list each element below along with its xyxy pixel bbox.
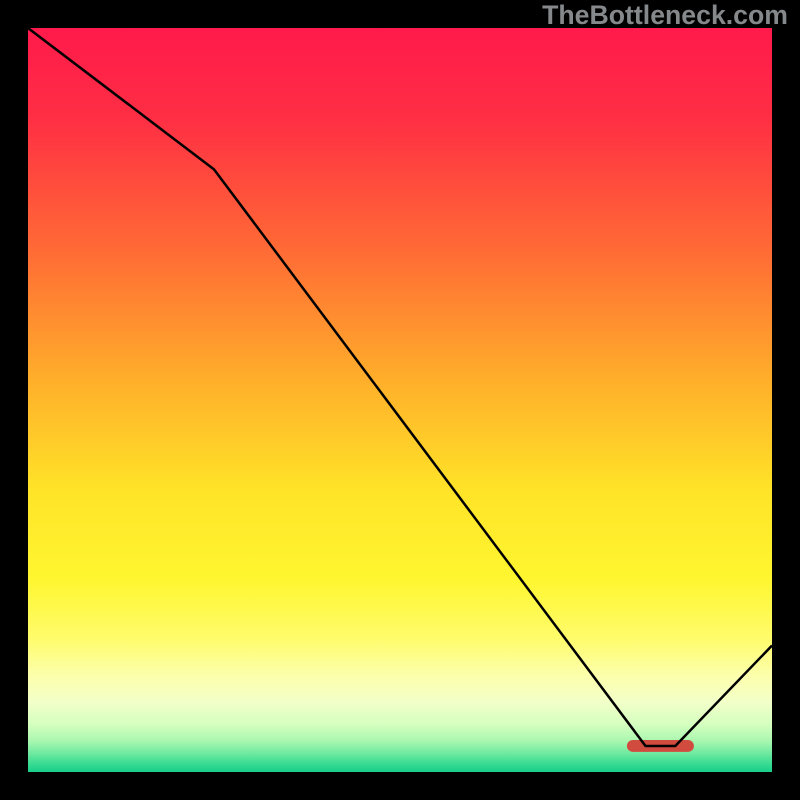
chart-plot-area [28, 28, 772, 772]
watermark-text: TheBottleneck.com [542, 0, 788, 31]
chart-svg [28, 28, 772, 772]
chart-background-gradient [28, 28, 772, 772]
chart-stage: TheBottleneck.com [0, 0, 800, 800]
